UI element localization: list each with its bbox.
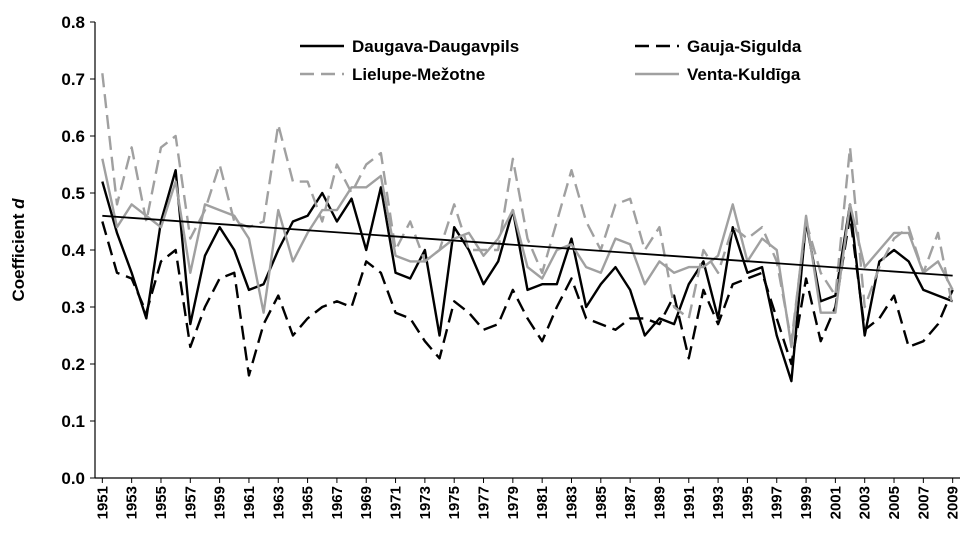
x-tick-label: 1985 — [593, 486, 610, 519]
y-tick-label: 0.8 — [61, 13, 85, 32]
x-tick-label: 1995 — [739, 486, 756, 519]
x-tick-label: 1991 — [681, 486, 698, 519]
y-tick-label: 0.4 — [61, 241, 85, 260]
y-tick-label: 0.6 — [61, 127, 85, 146]
series-line — [101, 158, 954, 349]
y-tick-label: 0.0 — [61, 469, 85, 488]
trend-line — [102, 214, 953, 277]
x-tick-label: 2005 — [886, 486, 903, 519]
x-tick-label: 1965 — [300, 486, 317, 519]
x-tick-label: 2007 — [915, 486, 932, 519]
x-tick-label: 1989 — [651, 486, 668, 519]
x-tick-label: 1953 — [124, 486, 141, 519]
y-axis-title-symbol: d — [9, 198, 28, 209]
series-line — [101, 214, 954, 377]
x-tick-label: 1977 — [476, 486, 493, 519]
x-tick-label: 1967 — [329, 486, 346, 519]
x-tick-label: 1969 — [358, 486, 375, 519]
y-tick-label: 0.7 — [61, 70, 85, 89]
legend-label: Daugava-Daugavpils — [352, 37, 519, 56]
x-tick-label: 1959 — [212, 486, 229, 519]
y-tick-label: 0.5 — [61, 184, 85, 203]
legend-label: Venta-Kuldīga — [687, 65, 801, 84]
x-tick-label: 1957 — [182, 486, 199, 519]
x-tick-label: 2009 — [945, 486, 962, 519]
x-tick-label: 1971 — [388, 486, 405, 519]
y-axis-title-main: Coefficient — [9, 213, 28, 301]
x-tick-label: 1973 — [417, 486, 434, 519]
x-tick-label: 1981 — [534, 486, 551, 519]
x-tick-label: 1987 — [622, 486, 639, 519]
y-tick-label: 0.2 — [61, 355, 85, 374]
x-tick-label: 1997 — [769, 486, 786, 519]
legend-label: Lielupe-Mežotne — [352, 65, 485, 84]
y-axis-title: Coefficient d — [9, 198, 28, 302]
y-tick-label: 0.1 — [61, 412, 85, 431]
x-tick-label: 1983 — [563, 486, 580, 519]
x-tick-label: 1961 — [241, 486, 258, 519]
x-tick-label: 1975 — [446, 486, 463, 519]
x-tick-label: 1999 — [798, 486, 815, 519]
x-tick-label: 1951 — [94, 486, 111, 519]
x-tick-label: 2001 — [827, 486, 844, 519]
x-tick-label: 1979 — [505, 486, 522, 519]
x-tick-label: 2003 — [857, 486, 874, 519]
x-tick-label: 1963 — [270, 486, 287, 519]
x-tick-label: 1993 — [710, 486, 727, 519]
y-tick-label: 0.3 — [61, 298, 85, 317]
legend-label: Gauja-Sigulda — [687, 37, 802, 56]
x-tick-label: 1955 — [153, 486, 170, 519]
series-line — [101, 73, 954, 343]
